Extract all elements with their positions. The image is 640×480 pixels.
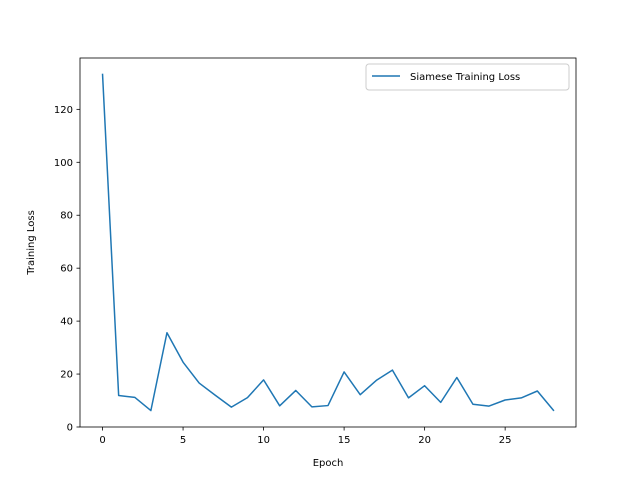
x-tick-label: 10	[257, 435, 270, 446]
y-tick-label: 80	[60, 211, 73, 222]
x-tick-label: 0	[99, 435, 105, 446]
y-tick-label: 20	[60, 370, 73, 381]
y-tick-label: 100	[54, 158, 73, 169]
axes: 0 5 10 15 20 25 0 20 40 60 80 100 120	[54, 57, 577, 446]
axes-frame	[79, 57, 577, 428]
x-tick-label: 25	[499, 435, 512, 446]
y-tick-label: 60	[60, 264, 73, 275]
x-tick-label: 15	[338, 435, 351, 446]
x-axis-label: Epoch	[313, 458, 344, 469]
x-tick-label: 20	[418, 435, 431, 446]
series-line-0	[101, 73, 555, 412]
legend-entry-label: Siamese Training Loss	[410, 72, 520, 83]
y-tick-label: 40	[60, 317, 73, 328]
plot-area	[80, 58, 576, 427]
plot-background	[80, 58, 576, 427]
x-tick-label: 5	[180, 435, 186, 446]
y-axis-label: Training Loss	[26, 210, 37, 276]
legend: Siamese Training Loss	[365, 63, 570, 91]
legend-box	[365, 63, 570, 91]
y-tick-label: 120	[54, 105, 73, 116]
y-tick-label: 0	[67, 423, 73, 434]
series-layer	[101, 73, 555, 412]
